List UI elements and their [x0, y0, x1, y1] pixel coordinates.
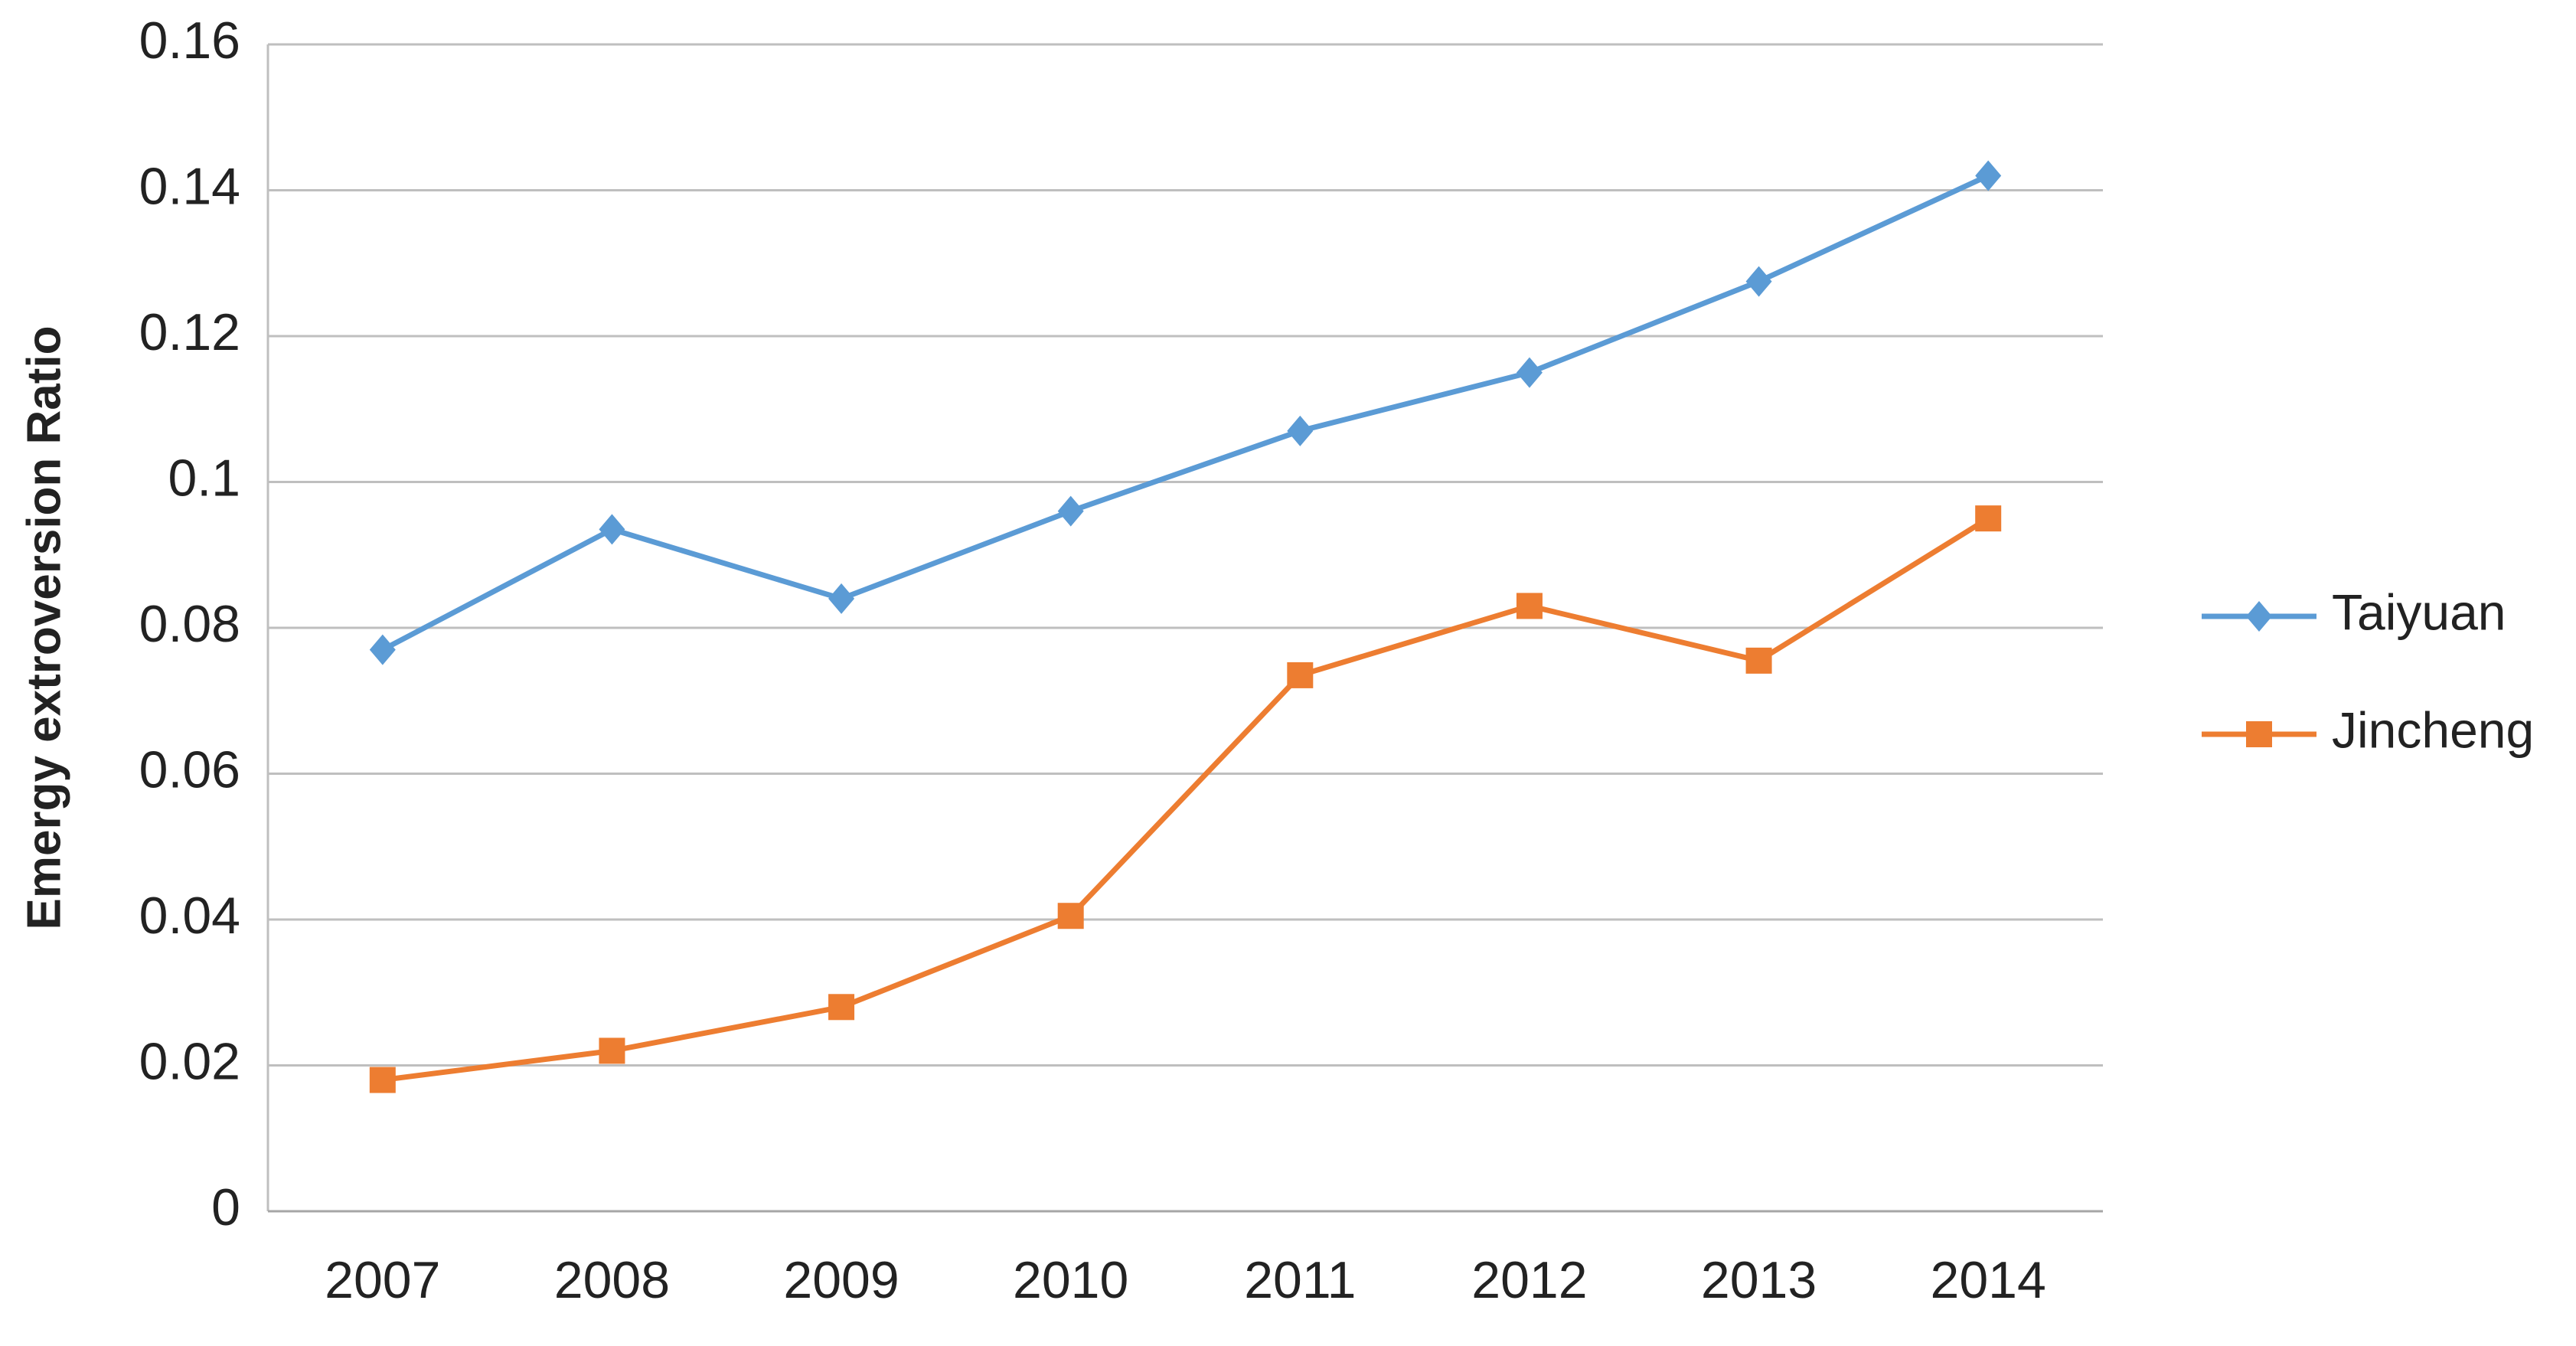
- data-point: [599, 514, 625, 545]
- data-point: [1745, 647, 1772, 674]
- y-tick-label: 0.06: [139, 740, 240, 799]
- x-tick-label: 2008: [554, 1251, 670, 1309]
- data-point: [1057, 495, 1084, 527]
- data-point: [1745, 266, 1772, 297]
- data-point: [828, 994, 855, 1021]
- legend-label: Taiyuan: [2332, 583, 2506, 640]
- series-line: [382, 516, 1990, 1083]
- data-point: [1287, 662, 1314, 688]
- data-point: [1516, 593, 1543, 619]
- data-point: [599, 1037, 625, 1064]
- y-tick-label: 0.14: [139, 157, 240, 215]
- x-tick-label: 2011: [1244, 1251, 1356, 1309]
- data-point: [1287, 415, 1314, 446]
- y-tick-label: 0: [211, 1178, 240, 1237]
- data-point: [369, 634, 396, 665]
- series-line: [381, 173, 1990, 652]
- x-tick-label: 2013: [1701, 1251, 1817, 1309]
- x-tick-label: 2014: [1931, 1251, 2046, 1309]
- x-tick-label: 2009: [783, 1251, 899, 1309]
- y-tick-label: 0.08: [139, 595, 240, 653]
- x-tick-label: 2010: [1013, 1251, 1128, 1309]
- y-axis-title: Emergy extroversion Ratio: [18, 325, 70, 929]
- x-tick-label: 2012: [1471, 1251, 1587, 1309]
- data-point: [828, 583, 855, 614]
- y-tick-label: 0.12: [139, 303, 240, 361]
- y-tick-label: 0.1: [168, 449, 240, 507]
- data-point: [1516, 357, 1543, 388]
- y-tick-label: 0.16: [139, 11, 240, 70]
- data-point: [369, 1067, 396, 1093]
- legend-label: Jincheng: [2332, 701, 2534, 758]
- data-point: [1057, 903, 1084, 929]
- y-tick-label: 0.02: [139, 1032, 240, 1090]
- legend-marker: [2246, 601, 2272, 632]
- data-point: [1975, 160, 2002, 191]
- legend-marker: [2246, 721, 2272, 747]
- y-tick-label: 0.04: [139, 887, 240, 945]
- data-point: [1975, 505, 2002, 532]
- x-tick-label: 2007: [325, 1251, 440, 1309]
